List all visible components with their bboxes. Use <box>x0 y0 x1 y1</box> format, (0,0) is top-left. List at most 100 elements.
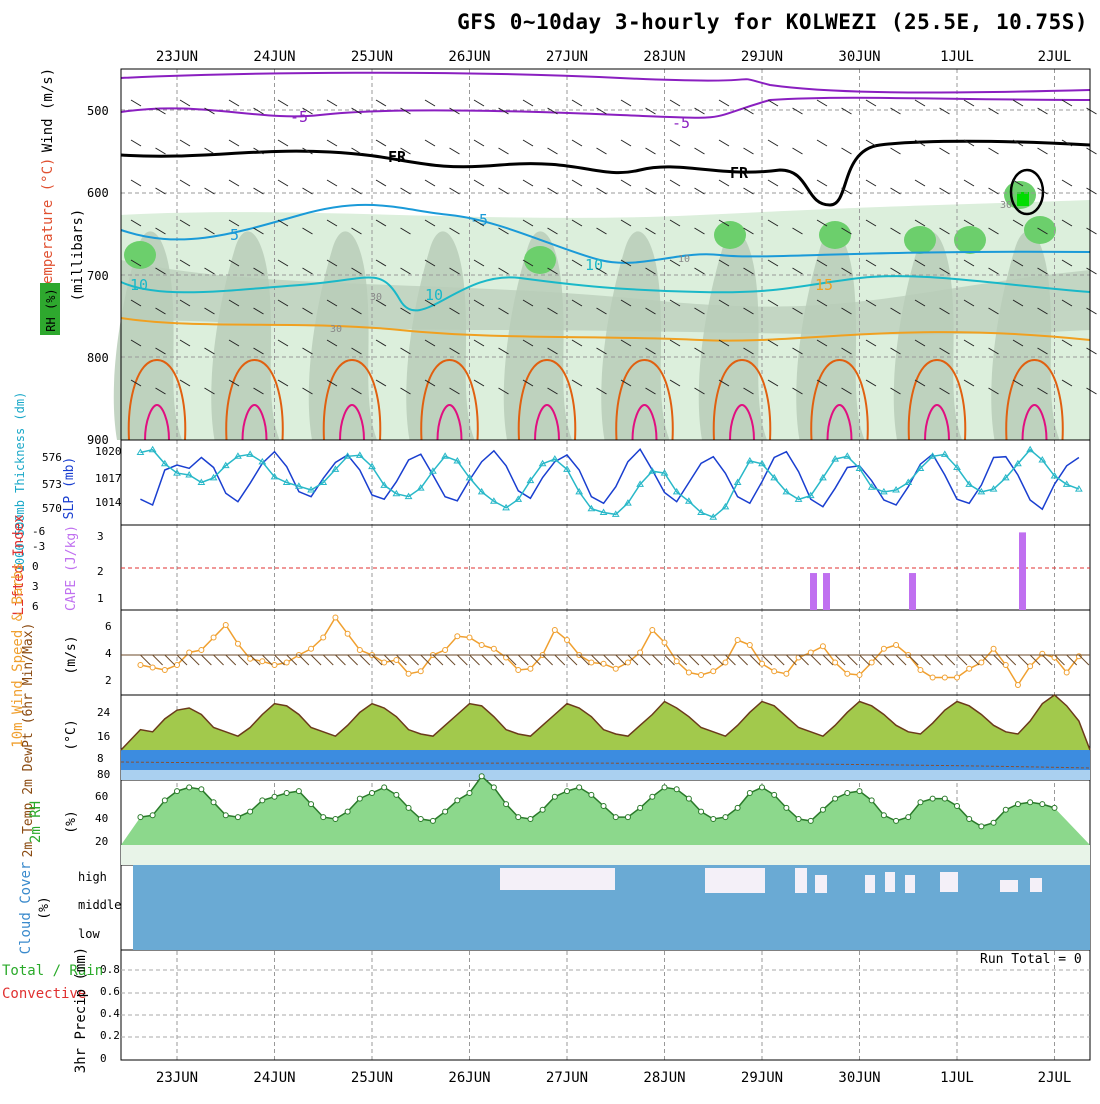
thickness-series-point <box>953 463 961 470</box>
wind10-series-point <box>137 662 144 668</box>
wind10-barb <box>530 654 541 666</box>
contour-plus25 <box>436 403 463 441</box>
wind-barb <box>277 139 289 147</box>
run-total: Run Total = 0 <box>980 952 1082 967</box>
wind-barb <box>253 147 264 155</box>
wind-barb <box>400 307 411 315</box>
rh2m-series-point <box>405 804 412 811</box>
wind10-series-point <box>698 672 705 678</box>
wind10-barb <box>956 654 968 666</box>
thickness-series-point <box>173 469 181 476</box>
upper-wind-label: Wind (m/s) <box>40 68 56 152</box>
rh2m-series-point <box>234 814 241 821</box>
rh2m-series-point <box>198 786 205 793</box>
wind-barb <box>204 387 215 395</box>
pressure-level-tick: 500 <box>87 104 109 118</box>
wind-barb <box>718 379 730 387</box>
wind-barb <box>326 339 338 347</box>
contour-plus20 <box>127 358 187 441</box>
wind10-barb <box>1017 654 1029 666</box>
thickness-series-point <box>538 459 547 467</box>
wind-barb <box>767 179 779 187</box>
wind-barb <box>841 267 852 275</box>
wind-barb <box>939 267 950 275</box>
thickness-series-point <box>221 461 230 469</box>
wind-barb <box>939 187 950 195</box>
rh2m-series-point <box>990 819 997 826</box>
wind10-series-point <box>210 634 217 641</box>
temp2m-units: (°C) <box>64 719 79 750</box>
wind-barb <box>645 187 656 195</box>
wind10-series-point <box>490 645 497 652</box>
date-label-top: 25JUN <box>351 49 393 65</box>
wind10-series-point <box>527 665 534 672</box>
wind-barb <box>253 307 264 315</box>
date-label-top: 2JUL <box>1038 49 1072 65</box>
wind10-barb <box>786 654 797 666</box>
wind-barb <box>890 307 901 315</box>
li-tick: -6 <box>32 525 45 538</box>
wind-barb <box>1086 107 1097 115</box>
thickness-series-point <box>733 478 742 485</box>
contour-label: FR <box>388 148 407 166</box>
rh2m-series-point <box>868 797 875 804</box>
wind-barb <box>424 179 436 187</box>
wind-barb <box>792 267 803 275</box>
wind-barb <box>351 267 362 275</box>
wind-barb <box>498 227 509 235</box>
wind10-series-point <box>283 659 290 666</box>
date-label-top: 1JUL <box>940 49 974 65</box>
wind-barb <box>694 307 705 315</box>
thickness-series-point <box>148 445 157 453</box>
temp2m-label: 2m Temp 2m DewPt (6hr Min/Max) <box>21 623 36 858</box>
wind-barb <box>155 307 166 315</box>
wind-barb <box>498 387 509 395</box>
wind10-series-point <box>1063 669 1070 676</box>
wind-barb <box>204 147 215 155</box>
panel-frame-wind10 <box>120 609 1091 696</box>
wind10-barb <box>737 654 748 666</box>
wind-barb <box>596 227 607 235</box>
wind-barb <box>890 107 901 115</box>
rh2m-series-point <box>1039 801 1046 808</box>
precip-tick: 0.4 <box>100 1007 120 1020</box>
cloud-block <box>940 872 958 892</box>
wind10-series-point <box>478 642 485 648</box>
wind-barb <box>498 347 509 355</box>
wind10-barb <box>274 654 285 666</box>
rh2m-series-point <box>271 793 278 800</box>
wind-barb <box>865 299 877 307</box>
cloud-block <box>865 875 875 893</box>
wind10-barb <box>310 654 322 666</box>
wind10-barb <box>725 654 736 666</box>
thickness-series-point <box>319 478 328 485</box>
wind-barb <box>816 339 828 347</box>
wind-barb <box>963 179 975 187</box>
wind-barb <box>718 179 730 187</box>
date-label-bottom: 30JUN <box>838 1070 880 1086</box>
wind-barb <box>596 307 607 315</box>
cloud-block <box>795 868 807 893</box>
wind-barb <box>939 307 950 315</box>
wind-barb <box>571 339 583 347</box>
cloud-block <box>905 875 915 893</box>
wind-barb <box>253 227 264 235</box>
date-label-top: 27JUN <box>546 49 588 65</box>
wind-barb <box>179 259 191 267</box>
wind-barb <box>1061 139 1073 147</box>
wind-barb <box>326 139 338 147</box>
wind-barb <box>743 107 754 115</box>
thickness-series-point <box>819 473 827 481</box>
contour-plus20 <box>810 358 869 441</box>
rh2m-series-point <box>1027 799 1034 806</box>
rh2m-series-point <box>466 790 473 796</box>
wind-barb <box>914 99 926 107</box>
wind10-barb <box>456 654 468 666</box>
wind10-series-point <box>503 654 510 661</box>
wind10-barb <box>566 654 578 666</box>
wind-barb <box>939 387 950 395</box>
wind-barb <box>351 147 362 155</box>
wind-barb <box>596 347 607 355</box>
wind-barb <box>620 299 632 307</box>
wind10-barb <box>810 654 822 666</box>
